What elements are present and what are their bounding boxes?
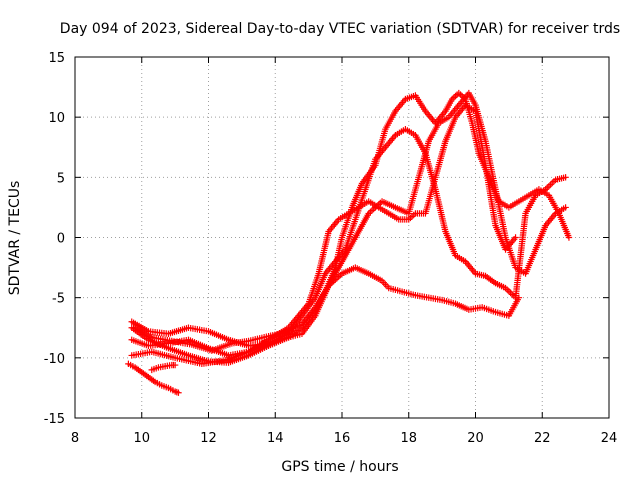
data-point [515,294,523,301]
y-tick-label: -10 [44,352,65,367]
y-tick-label: 5 [57,171,65,186]
data-point [175,389,182,396]
chart-title: Day 094 of 2023, Sidereal Day-to-day VTE… [60,21,620,37]
data-point [562,204,569,211]
data-point [562,174,569,181]
x-axis-label: GPS time / hours [281,459,398,475]
x-tick-label: 10 [133,431,150,446]
y-tick-label: -5 [52,292,65,307]
x-tick-label: 20 [467,431,484,446]
data-point [171,361,179,369]
x-tick-label: 16 [334,431,351,446]
series-track-e [131,264,523,354]
x-tick-label: 8 [71,431,79,446]
data-point [565,234,573,241]
y-axis-label: SDTVAR / TECUs [7,181,23,296]
y-tick-label: 0 [57,232,65,247]
x-tick-label: 24 [601,431,618,446]
series-track-g [148,361,179,374]
data-point [512,234,519,241]
x-tick-label: 22 [534,431,551,446]
y-tick-label: 10 [48,111,65,126]
plot-frame [74,56,610,419]
y-tick-label: 15 [48,51,65,66]
x-tick-label: 14 [267,431,284,446]
tick-labels: 8 10 12 14 16 18 20 22 24 -15 -10 -5 0 5 10 15 [44,51,618,446]
x-tick-label: 18 [400,431,417,446]
x-tick-label: 12 [200,431,217,446]
series-track-b [128,89,569,359]
series-track-f [125,360,182,396]
data-markers [125,89,573,396]
y-tick-label: -15 [44,412,65,427]
